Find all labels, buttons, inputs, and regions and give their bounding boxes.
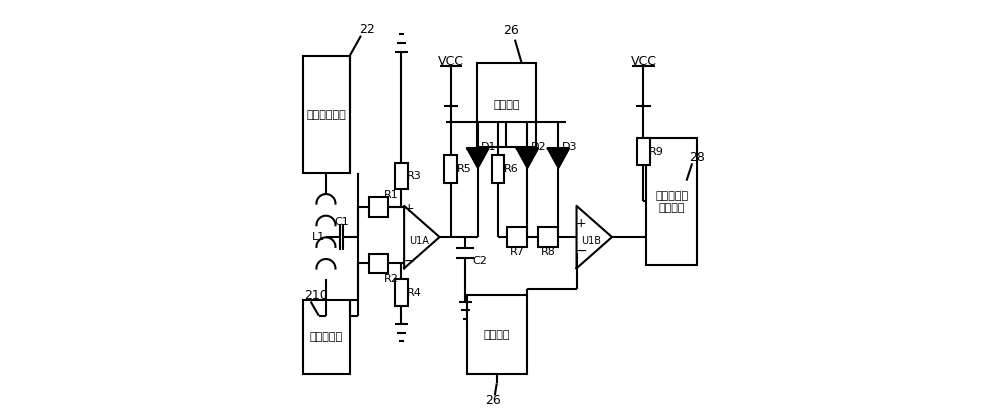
FancyBboxPatch shape bbox=[477, 63, 536, 147]
Text: R6: R6 bbox=[504, 164, 519, 174]
Text: +: + bbox=[404, 202, 414, 216]
Polygon shape bbox=[517, 148, 538, 168]
Text: D3: D3 bbox=[562, 142, 577, 152]
Text: 功率开关管: 功率开关管 bbox=[310, 332, 343, 342]
FancyBboxPatch shape bbox=[395, 279, 408, 306]
Text: U1B: U1B bbox=[581, 236, 601, 246]
Text: 210: 210 bbox=[305, 289, 328, 302]
FancyBboxPatch shape bbox=[303, 299, 350, 374]
Text: R5: R5 bbox=[457, 164, 472, 174]
FancyBboxPatch shape bbox=[538, 227, 558, 247]
Text: R1: R1 bbox=[384, 190, 399, 200]
Text: +: + bbox=[576, 217, 587, 230]
Text: VCC: VCC bbox=[438, 55, 464, 68]
Text: −: − bbox=[403, 254, 415, 268]
Text: L1: L1 bbox=[312, 232, 325, 242]
FancyBboxPatch shape bbox=[646, 138, 697, 265]
Text: 微控制器: 微控制器 bbox=[484, 330, 510, 340]
FancyBboxPatch shape bbox=[303, 56, 350, 173]
Text: R8: R8 bbox=[541, 247, 555, 257]
Text: C2: C2 bbox=[472, 256, 487, 266]
FancyBboxPatch shape bbox=[369, 197, 388, 216]
Text: U1A: U1A bbox=[409, 236, 429, 246]
Text: 28: 28 bbox=[689, 151, 705, 164]
Polygon shape bbox=[467, 148, 488, 168]
FancyBboxPatch shape bbox=[637, 138, 650, 164]
Text: −: − bbox=[576, 244, 587, 258]
Text: 22: 22 bbox=[359, 23, 375, 36]
Text: D2: D2 bbox=[531, 142, 546, 152]
FancyBboxPatch shape bbox=[467, 295, 527, 374]
Text: R3: R3 bbox=[407, 171, 422, 181]
Text: 功率开关管
驱动电路: 功率开关管 驱动电路 bbox=[655, 191, 688, 213]
Text: R7: R7 bbox=[509, 247, 524, 257]
FancyBboxPatch shape bbox=[395, 162, 408, 189]
Text: 26: 26 bbox=[503, 24, 519, 37]
Text: 26: 26 bbox=[485, 394, 501, 407]
Polygon shape bbox=[548, 148, 569, 168]
Text: 微控制器: 微控制器 bbox=[493, 100, 520, 110]
Text: R4: R4 bbox=[407, 288, 422, 298]
Text: VCC: VCC bbox=[630, 55, 656, 68]
FancyBboxPatch shape bbox=[507, 227, 527, 247]
Text: R9: R9 bbox=[649, 147, 664, 157]
Text: D1: D1 bbox=[481, 142, 497, 152]
Text: R2: R2 bbox=[384, 274, 399, 283]
FancyBboxPatch shape bbox=[492, 155, 504, 183]
Text: 整流滤波电路: 整流滤波电路 bbox=[306, 110, 346, 120]
Text: C1: C1 bbox=[335, 217, 349, 227]
FancyBboxPatch shape bbox=[444, 155, 457, 183]
FancyBboxPatch shape bbox=[369, 254, 388, 273]
